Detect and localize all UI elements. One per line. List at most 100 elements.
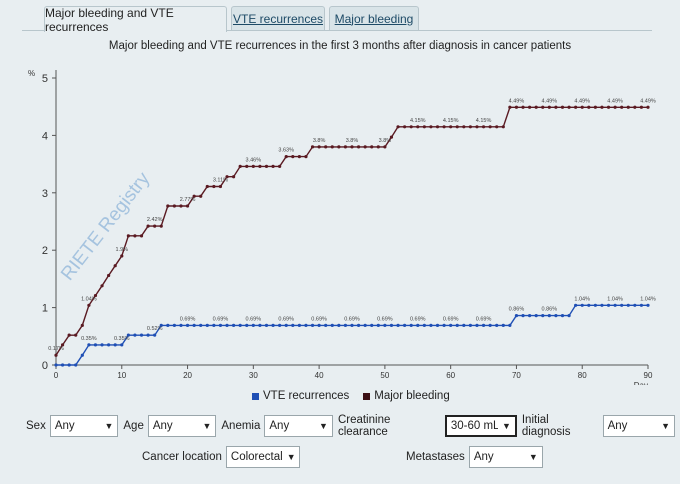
series-0-point: [93, 343, 98, 347]
x-tick-label: 30: [249, 371, 258, 380]
series-0-point: [126, 333, 130, 337]
series-1-point: [646, 105, 650, 109]
series-1-point: [409, 125, 413, 129]
filter-row-1: Sex Any ▼ Age Any ▼ Anemia Any ▼ Creatinine…: [26, 414, 680, 438]
creatinine-select[interactable]: 30-60 mL/m▼: [444, 415, 517, 437]
data-label: 3.63%: [278, 148, 294, 154]
series-0-point: [133, 333, 137, 337]
series-0-point: [639, 303, 644, 307]
series-1-point: [534, 105, 538, 109]
legend-item-vte[interactable]: VTE recurrences: [252, 390, 349, 402]
series-1-point: [172, 204, 176, 208]
data-label: 1.04%: [640, 296, 656, 302]
metastases-select[interactable]: Any ▼: [468, 446, 543, 468]
data-label: 4.49%: [509, 98, 525, 104]
series-1-point: [205, 184, 209, 189]
series-1-point: [218, 184, 223, 189]
x-tick-label: 60: [446, 371, 455, 380]
series-0-point: [67, 363, 71, 367]
series-1-point: [442, 125, 446, 129]
series-1-point: [606, 105, 611, 109]
sex-label: Sex: [26, 420, 46, 432]
chevron-down-icon: ▼: [501, 421, 511, 431]
series-1-point: [462, 125, 466, 129]
series-1-point: [251, 164, 255, 168]
series-0-point: [435, 323, 440, 327]
x-tick-label: 50: [380, 371, 389, 380]
series-1-point: [284, 155, 288, 159]
series-1-point: [324, 145, 328, 149]
series-0-point: [528, 314, 532, 318]
age-select[interactable]: Any ▼: [147, 415, 217, 437]
series-0-point: [462, 323, 466, 327]
data-label: 0.69%: [377, 316, 393, 322]
series-1-point: [67, 333, 71, 337]
series-0-point: [264, 323, 269, 327]
series-0-point: [554, 314, 558, 318]
series-0-point: [291, 323, 295, 327]
series-line-0: [56, 304, 648, 366]
series-0-point: [376, 323, 380, 327]
data-label: 0.69%: [311, 316, 327, 322]
series-0-point: [100, 343, 104, 347]
series-1-point: [600, 105, 604, 109]
series-0-point: [80, 353, 84, 357]
series-0-point: [245, 323, 249, 327]
anemia-value: Any: [269, 420, 290, 432]
series-1-point: [639, 105, 644, 109]
series-1-point: [376, 145, 380, 149]
series-0-point: [449, 323, 453, 327]
series-0-point: [547, 314, 551, 318]
series-0-point: [350, 323, 354, 327]
series-1-point: [481, 125, 486, 129]
data-label: 0.69%: [180, 316, 196, 322]
data-label: 4.49%: [607, 98, 623, 104]
series-0-point: [60, 363, 65, 367]
series-1-point: [416, 125, 420, 129]
series-1-point: [146, 224, 150, 228]
cancer-location-select[interactable]: Colorectal ▼: [225, 446, 300, 468]
series-1-point: [620, 105, 624, 109]
x-tick-label: 90: [644, 371, 653, 380]
series-1-point: [495, 125, 499, 129]
series-1-point: [93, 293, 98, 298]
tab-major-bleeding[interactable]: Major bleeding: [329, 6, 419, 30]
series-0-point: [324, 323, 328, 327]
data-label: 3.8%: [379, 138, 392, 144]
series-0-point: [74, 363, 78, 367]
series-1-point: [80, 323, 84, 327]
chevron-down-icon: ▼: [286, 452, 296, 462]
creatinine-label: Creatinine clearance: [337, 414, 391, 438]
series-0-point: [626, 303, 630, 307]
cancer-location-label: Cancer location: [142, 451, 222, 463]
series-0-point: [587, 303, 591, 307]
tab-vte-recurrences[interactable]: VTE recurrences: [231, 6, 325, 30]
tab-major-bleeding-and-vte[interactable]: Major bleeding and VTE recurrences: [44, 6, 227, 34]
series-1-point: [633, 105, 637, 109]
legend-label-vte: VTE recurrences: [263, 390, 350, 402]
data-label: 3.8%: [313, 138, 326, 144]
series-0-point: [613, 303, 617, 307]
initial-diagnosis-select[interactable]: Any ▼: [602, 415, 676, 437]
legend-item-major-bleeding[interactable]: Major bleeding: [363, 390, 450, 402]
series-0-point: [363, 323, 367, 327]
chevron-down-icon: ▼: [104, 421, 114, 431]
series-0-point: [212, 323, 216, 327]
y-tick-label: 0: [42, 360, 48, 372]
series-1-point: [593, 105, 597, 109]
series-1-point: [337, 145, 341, 149]
anemia-select[interactable]: Any ▼: [264, 415, 333, 437]
series-1-point: [126, 234, 130, 238]
series-0-point: [534, 314, 538, 318]
data-label: 4.49%: [640, 98, 656, 104]
data-label: 0.17%: [48, 346, 64, 352]
series-1-point: [192, 194, 196, 198]
series-0-point: [521, 314, 525, 318]
series-0-point: [488, 323, 492, 327]
series-0-point: [120, 343, 124, 347]
sex-select[interactable]: Any ▼: [49, 415, 119, 437]
series-1-point: [488, 125, 492, 129]
x-axis-label: Day: [634, 381, 648, 385]
series-0-point: [113, 343, 117, 347]
x-tick-label: 80: [578, 371, 587, 380]
